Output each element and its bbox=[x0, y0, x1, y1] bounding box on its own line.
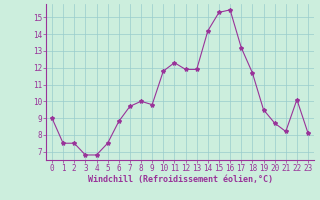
X-axis label: Windchill (Refroidissement éolien,°C): Windchill (Refroidissement éolien,°C) bbox=[87, 175, 273, 184]
